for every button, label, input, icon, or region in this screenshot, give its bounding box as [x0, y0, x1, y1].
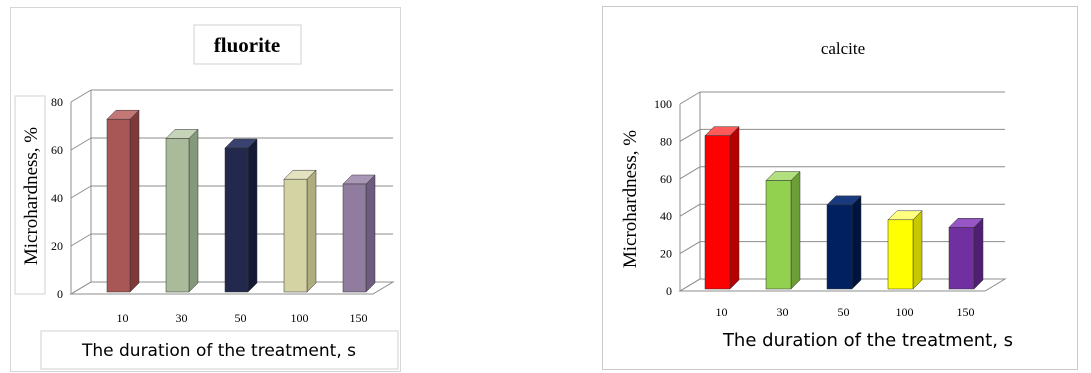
- y-tick-label: 80: [660, 134, 672, 148]
- plot-area: 0 20 40 60 80 10 30 50 100 150: [51, 89, 395, 325]
- y-tick-label: 40: [51, 191, 63, 205]
- x-tick-label: 10: [716, 305, 728, 319]
- x-axis-label-box: [40, 330, 399, 370]
- gridline-side: [679, 166, 701, 180]
- y-tick-label: 100: [654, 97, 672, 111]
- fluorite-chart-panel: fluorite Microhardness, % The duration o…: [10, 7, 401, 372]
- x-tick-label: 150: [350, 311, 368, 325]
- x-tick-label: 50: [838, 305, 850, 319]
- bar-side: [306, 169, 317, 293]
- bar: [165, 138, 190, 293]
- x-tick-label: 10: [117, 311, 129, 325]
- chart-title: fluorite: [214, 33, 280, 57]
- y-axis-label-box: [14, 95, 46, 295]
- calcite-chart-panel: calcite Microhardness, % The duration of…: [602, 6, 1078, 370]
- floor: [69, 281, 395, 295]
- x-tick-label: 30: [777, 305, 789, 319]
- bar-side: [790, 170, 801, 290]
- bar-side: [365, 174, 376, 293]
- fluorite-chart: fluorite Microhardness, % The duration o…: [14, 24, 399, 370]
- gridline-side: [679, 241, 701, 255]
- bar: [224, 147, 249, 293]
- x-tick-label: 100: [291, 311, 309, 325]
- gridline-side: [70, 185, 92, 199]
- gridline-side: [70, 233, 92, 247]
- floor: [678, 278, 1007, 292]
- y-tick-label: 80: [51, 95, 63, 109]
- gridline-side: [70, 89, 92, 103]
- x-tick-label: 30: [176, 311, 188, 325]
- y-axis-label: Microhardness, %: [620, 130, 641, 268]
- gridline-side: [679, 203, 701, 217]
- y-tick-label: 20: [660, 247, 672, 261]
- bar-side: [973, 217, 984, 290]
- x-tick-label: 50: [235, 311, 247, 325]
- calcite-chart: calcite Microhardness, % The duration of…: [620, 39, 1013, 351]
- y-tick-label: 0: [57, 287, 63, 301]
- bar: [765, 180, 792, 290]
- bar-side: [129, 109, 140, 293]
- chart-title: calcite: [821, 39, 865, 58]
- y-tick-label: 60: [51, 143, 63, 157]
- bar: [283, 178, 308, 293]
- y-axis-label: Microhardness, %: [21, 127, 42, 265]
- y-tick-label: 60: [660, 172, 672, 186]
- bar: [106, 118, 131, 293]
- gridline-side: [70, 137, 92, 151]
- bar-side: [851, 195, 862, 290]
- x-axis-label: The duration of the treatment, s: [722, 330, 1013, 351]
- bar: [704, 135, 731, 290]
- x-tick-label: 150: [957, 305, 975, 319]
- bar-side: [188, 128, 199, 293]
- gridline-side: [679, 128, 701, 142]
- bar-side: [912, 210, 923, 290]
- bar-side: [247, 138, 258, 293]
- bar: [826, 204, 853, 290]
- chart-title-box: [193, 24, 302, 65]
- gridline-side: [679, 91, 701, 105]
- bar-side: [729, 126, 740, 290]
- y-tick-label: 0: [666, 284, 672, 298]
- x-axis-label: The duration of the treatment, s: [81, 341, 356, 361]
- bar: [887, 219, 914, 290]
- x-tick-label: 100: [896, 305, 914, 319]
- bar: [948, 227, 975, 290]
- y-tick-label: 20: [51, 239, 63, 253]
- plot-area: 0 20 40 60 80 100 10 30 50 100 150: [654, 91, 1007, 319]
- y-tick-label: 40: [660, 209, 672, 223]
- bar: [342, 183, 367, 293]
